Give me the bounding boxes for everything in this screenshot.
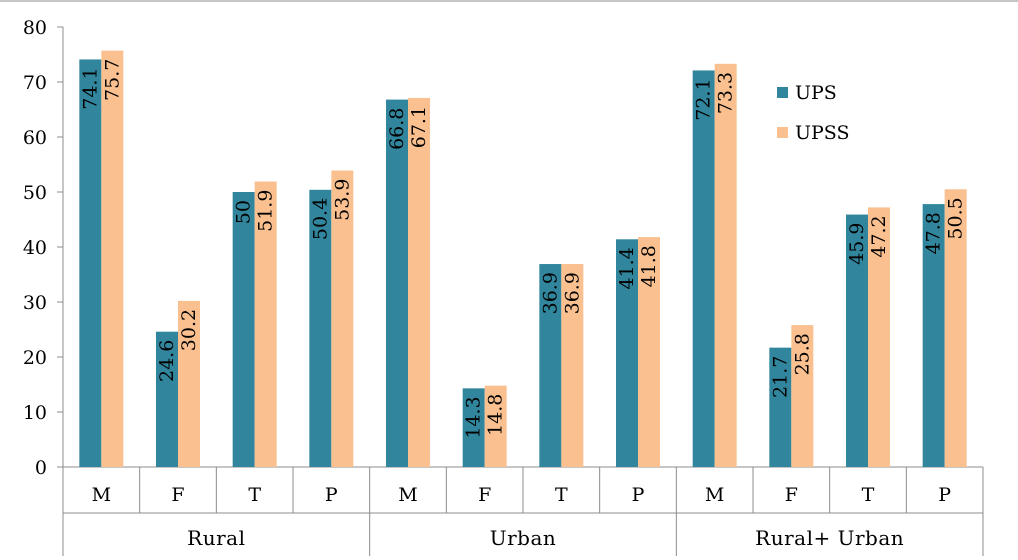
data-label: 51.9 (255, 190, 277, 232)
legend-label: UPS (795, 82, 837, 104)
y-tick-label: 0 (35, 457, 47, 479)
data-label: 36.9 (539, 272, 561, 314)
data-label: 50.5 (945, 197, 967, 239)
legend-swatch (777, 87, 788, 98)
bar (638, 237, 660, 467)
bar (462, 388, 485, 467)
axes: 0 10 20 30 40 50 60 70 80 M F T P M F T P M F T P Rural Urban R… (23, 17, 984, 556)
bar (692, 70, 715, 467)
data-label: 36.9 (561, 272, 583, 314)
x-category-label: T (862, 484, 875, 506)
data-label: 50.4 (309, 198, 331, 240)
x-category-label: M (398, 484, 417, 506)
data-label: 72.1 (693, 78, 715, 120)
data-label: 74.1 (79, 67, 101, 109)
y-tick-label: 70 (23, 72, 47, 94)
data-label: 14.8 (485, 394, 507, 436)
bar (408, 97, 430, 467)
y-tick-label: 10 (23, 402, 47, 424)
data-label: 53.9 (331, 179, 353, 221)
bar (309, 189, 332, 468)
bar (386, 99, 408, 467)
data-label: 24.6 (156, 340, 178, 382)
data-label: 21.7 (769, 356, 791, 398)
bar (846, 214, 868, 467)
data-label: 45.9 (846, 223, 868, 265)
bar (79, 59, 102, 467)
x-category-label: F (478, 484, 491, 506)
x-category-label: T (555, 484, 568, 506)
y-tick-label: 50 (23, 182, 47, 204)
bar (254, 181, 277, 468)
x-group-label: Rural+ Urban (755, 526, 904, 550)
x-category-label: P (325, 484, 338, 506)
y-tick-label: 20 (23, 347, 47, 369)
legend-label: UPSS (795, 122, 850, 144)
data-label: 47.8 (923, 212, 945, 254)
data-label: 41.4 (616, 247, 638, 289)
data-label: 75.7 (101, 59, 123, 101)
data-label: 73.3 (715, 72, 737, 114)
data-label: 67.1 (408, 106, 430, 148)
bar (791, 325, 814, 467)
bar (156, 331, 178, 467)
bar (539, 264, 562, 467)
y-tick-label: 60 (23, 127, 47, 149)
y-tick-label: 40 (23, 237, 47, 259)
bar (232, 192, 255, 467)
bars (79, 50, 967, 468)
bar (561, 264, 584, 467)
bar (769, 347, 792, 467)
data-label: 66.8 (386, 108, 408, 150)
x-group-label: Rural (187, 526, 245, 550)
x-category-label: M (92, 484, 111, 506)
bar (868, 207, 890, 467)
y-tick-label: 80 (23, 17, 47, 39)
x-group-label: Urban (490, 526, 557, 550)
data-label: 41.8 (638, 245, 660, 287)
bar (101, 50, 124, 468)
bar (714, 63, 737, 467)
data-label: 25.8 (791, 333, 813, 375)
x-category-label: M (705, 484, 724, 506)
legend-swatch (777, 127, 788, 138)
bar (616, 239, 638, 467)
x-category-label: T (248, 484, 261, 506)
bar (331, 170, 354, 468)
data-label: 50 (233, 200, 255, 224)
data-label: 14.3 (463, 396, 485, 438)
data-label: 30.2 (178, 309, 200, 351)
bar (178, 300, 200, 467)
data-label: 47.2 (868, 215, 890, 257)
x-category-label: F (785, 484, 798, 506)
legend: UPS UPSS (777, 82, 850, 144)
bar (944, 189, 967, 467)
x-category-label: P (938, 484, 951, 506)
data-labels: 74.1 75.7 24.630.2 50 51.9 50.4 53.9 66.8 67.1 14… (79, 59, 966, 439)
bar (922, 204, 945, 467)
y-tick-label: 30 (23, 292, 47, 314)
x-category-label: F (171, 484, 184, 506)
x-category-label: P (632, 484, 645, 506)
bar (484, 385, 507, 467)
